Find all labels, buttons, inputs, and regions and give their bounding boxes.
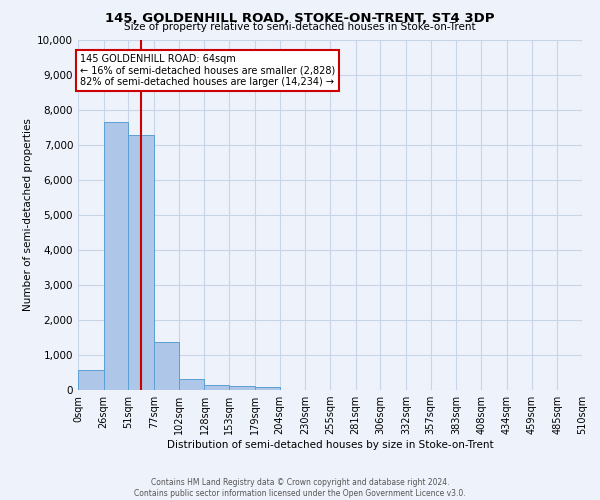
Bar xyxy=(229,386,255,390)
Bar xyxy=(154,342,179,390)
Y-axis label: Number of semi-detached properties: Number of semi-detached properties xyxy=(23,118,33,312)
Text: 145 GOLDENHILL ROAD: 64sqm
← 16% of semi-detached houses are smaller (2,828)
82%: 145 GOLDENHILL ROAD: 64sqm ← 16% of semi… xyxy=(80,54,335,87)
Bar xyxy=(128,135,154,390)
Text: 145, GOLDENHILL ROAD, STOKE-ON-TRENT, ST4 3DP: 145, GOLDENHILL ROAD, STOKE-ON-TRENT, ST… xyxy=(105,12,495,26)
Bar xyxy=(104,122,128,390)
Bar xyxy=(205,384,229,390)
X-axis label: Distribution of semi-detached houses by size in Stoke-on-Trent: Distribution of semi-detached houses by … xyxy=(167,440,493,450)
Text: Contains HM Land Registry data © Crown copyright and database right 2024.
Contai: Contains HM Land Registry data © Crown c… xyxy=(134,478,466,498)
Text: Size of property relative to semi-detached houses in Stoke-on-Trent: Size of property relative to semi-detach… xyxy=(124,22,476,32)
Bar xyxy=(179,379,205,390)
Bar xyxy=(78,370,104,390)
Bar xyxy=(255,387,280,390)
